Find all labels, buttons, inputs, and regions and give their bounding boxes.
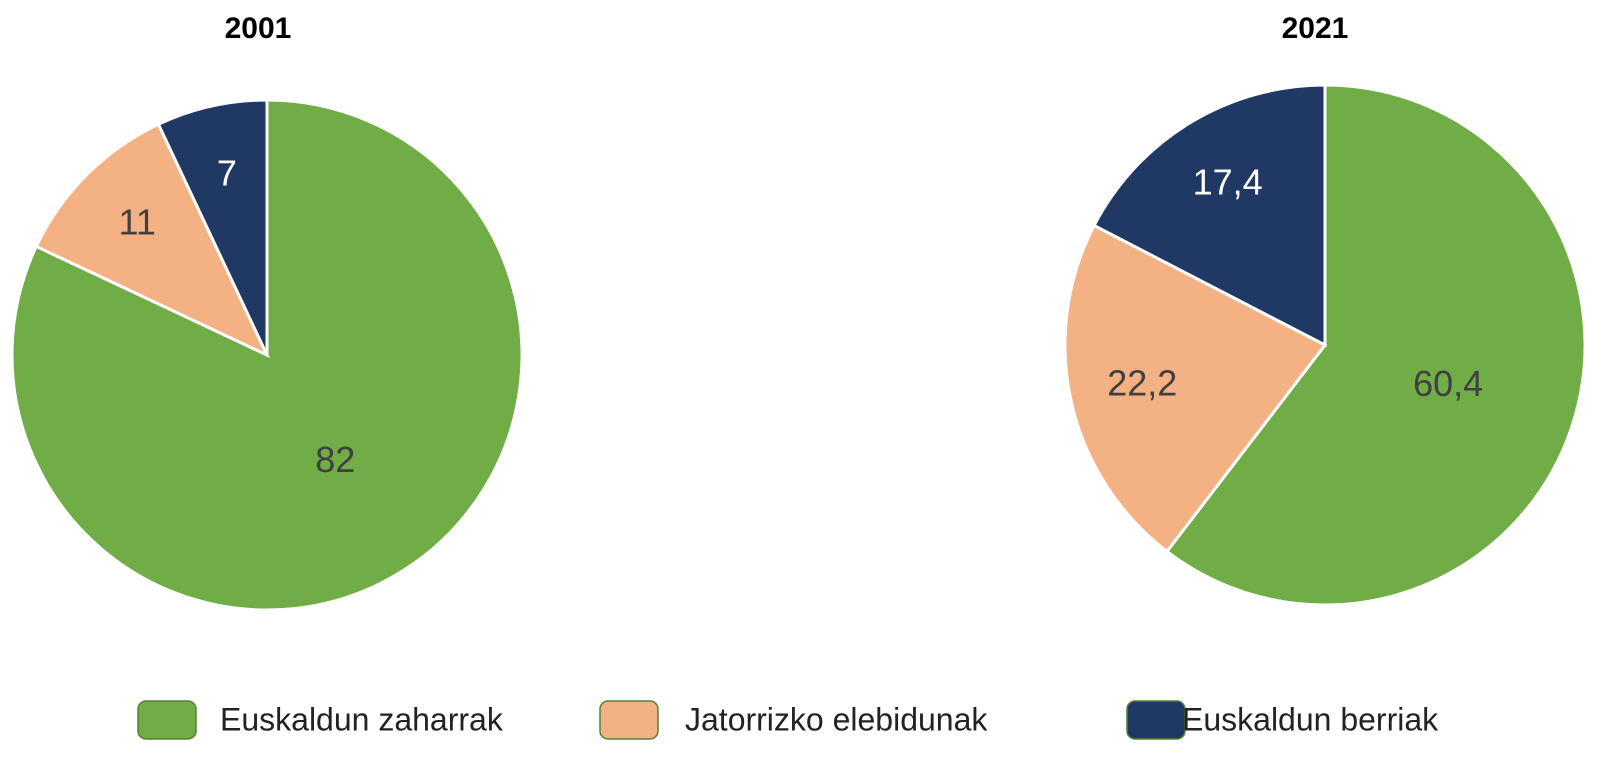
pie-slice <box>156 98 269 356</box>
pie-slice <box>1092 83 1327 348</box>
pie-slice <box>1164 83 1587 607</box>
pie-slice <box>1063 223 1328 554</box>
data-label: 7 <box>217 152 237 193</box>
chart-title: 2001 <box>225 12 292 45</box>
chart-title: 2021 <box>1282 12 1349 45</box>
data-label: 22,2 <box>1107 362 1177 403</box>
legend-swatch <box>599 700 659 740</box>
legend-label: Euskaldun zaharrak <box>220 701 504 737</box>
data-label: 60,4 <box>1413 363 1483 404</box>
legend-label: Jatorrizko elebidunak <box>685 701 988 737</box>
pie-slice <box>34 122 271 359</box>
data-label: 82 <box>315 439 355 480</box>
data-label: 11 <box>118 202 155 243</box>
data-label: 17,4 <box>1193 162 1263 203</box>
legend-swatch <box>1126 700 1186 740</box>
legend-label: Euskaldun berriak <box>1182 701 1439 737</box>
legend-swatch <box>137 700 197 740</box>
